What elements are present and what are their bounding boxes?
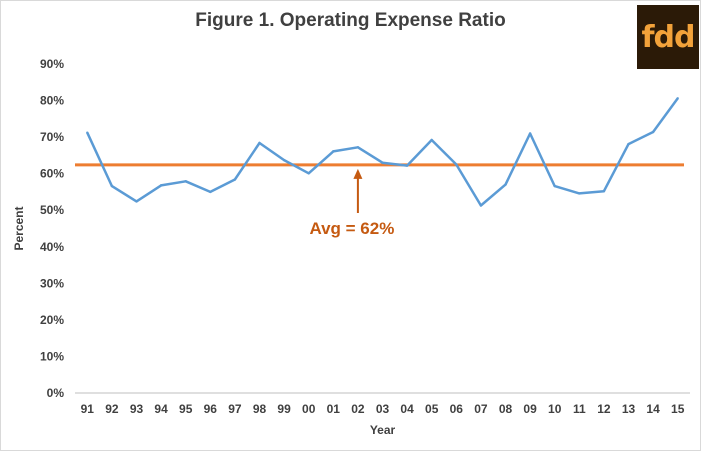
data-point [356,146,360,149]
x-tick-label: 12 [597,402,611,416]
data-point [627,142,630,146]
average-label: Avg = 62% [309,219,394,238]
x-axis-title: Year [370,423,396,437]
x-tick-label: 14 [646,402,660,416]
data-point [332,150,335,153]
data-point [602,190,606,193]
x-tick-label: 13 [622,402,636,416]
data-point [282,158,286,162]
x-tick-label: 91 [81,402,95,416]
y-tick-label: 90% [40,57,64,71]
fdd-logo: fdd [637,5,699,69]
y-tick-label: 80% [40,94,64,108]
x-tick-label: 03 [376,402,390,416]
y-tick-label: 20% [40,313,64,327]
y-tick-label: 60% [40,167,64,181]
x-tick-label: 08 [499,402,513,416]
data-point [135,200,138,203]
x-tick-label: 95 [179,402,193,416]
y-tick-label: 0% [47,386,65,400]
x-tick-label: 96 [204,402,218,416]
x-tick-label: 00 [302,402,316,416]
data-point [258,141,261,145]
x-tick-label: 15 [671,402,685,416]
data-point [504,183,507,186]
x-tick-label: 07 [474,402,488,416]
data-point [159,184,163,187]
data-point [86,131,89,134]
x-tick-label: 05 [425,402,439,416]
series-line [86,97,679,207]
x-tick-label: 92 [105,402,119,416]
data-point [651,130,655,134]
chart-title: Figure 1. Operating Expense Ratio [195,10,506,31]
x-tick-label: 11 [573,402,586,416]
x-tick-label: 01 [327,402,341,416]
data-point [110,184,114,188]
data-point [553,184,556,188]
data-point [578,192,581,195]
data-point [209,190,212,194]
x-tick-label: 10 [548,402,562,416]
y-tick-label: 50% [40,203,64,217]
annotation-arrow-head [353,168,363,179]
data-point [430,138,433,142]
x-tick-label: 06 [450,402,464,416]
data-point [381,161,384,164]
x-tick-label: 93 [130,402,144,416]
data-point [528,132,532,135]
x-tick-label: 04 [400,402,414,416]
y-tick-label: 10% [40,349,64,363]
data-point [307,172,310,175]
y-tick-label: 40% [40,240,64,254]
data-point [233,178,237,181]
data-point [405,164,409,167]
data-point [676,97,679,100]
x-tick-label: 09 [523,402,537,416]
x-tick-label: 97 [228,402,242,416]
y-axis-title: Percent [12,206,26,250]
x-tick-label: 98 [253,402,267,416]
x-tick-label: 99 [277,402,291,416]
y-tick-label: 70% [40,130,64,144]
y-tick-label: 30% [40,276,64,290]
x-tick-label: 02 [351,402,365,416]
data-point [184,180,187,183]
data-point [479,204,483,207]
data-point [455,163,458,166]
x-tick-label: 94 [154,402,168,416]
